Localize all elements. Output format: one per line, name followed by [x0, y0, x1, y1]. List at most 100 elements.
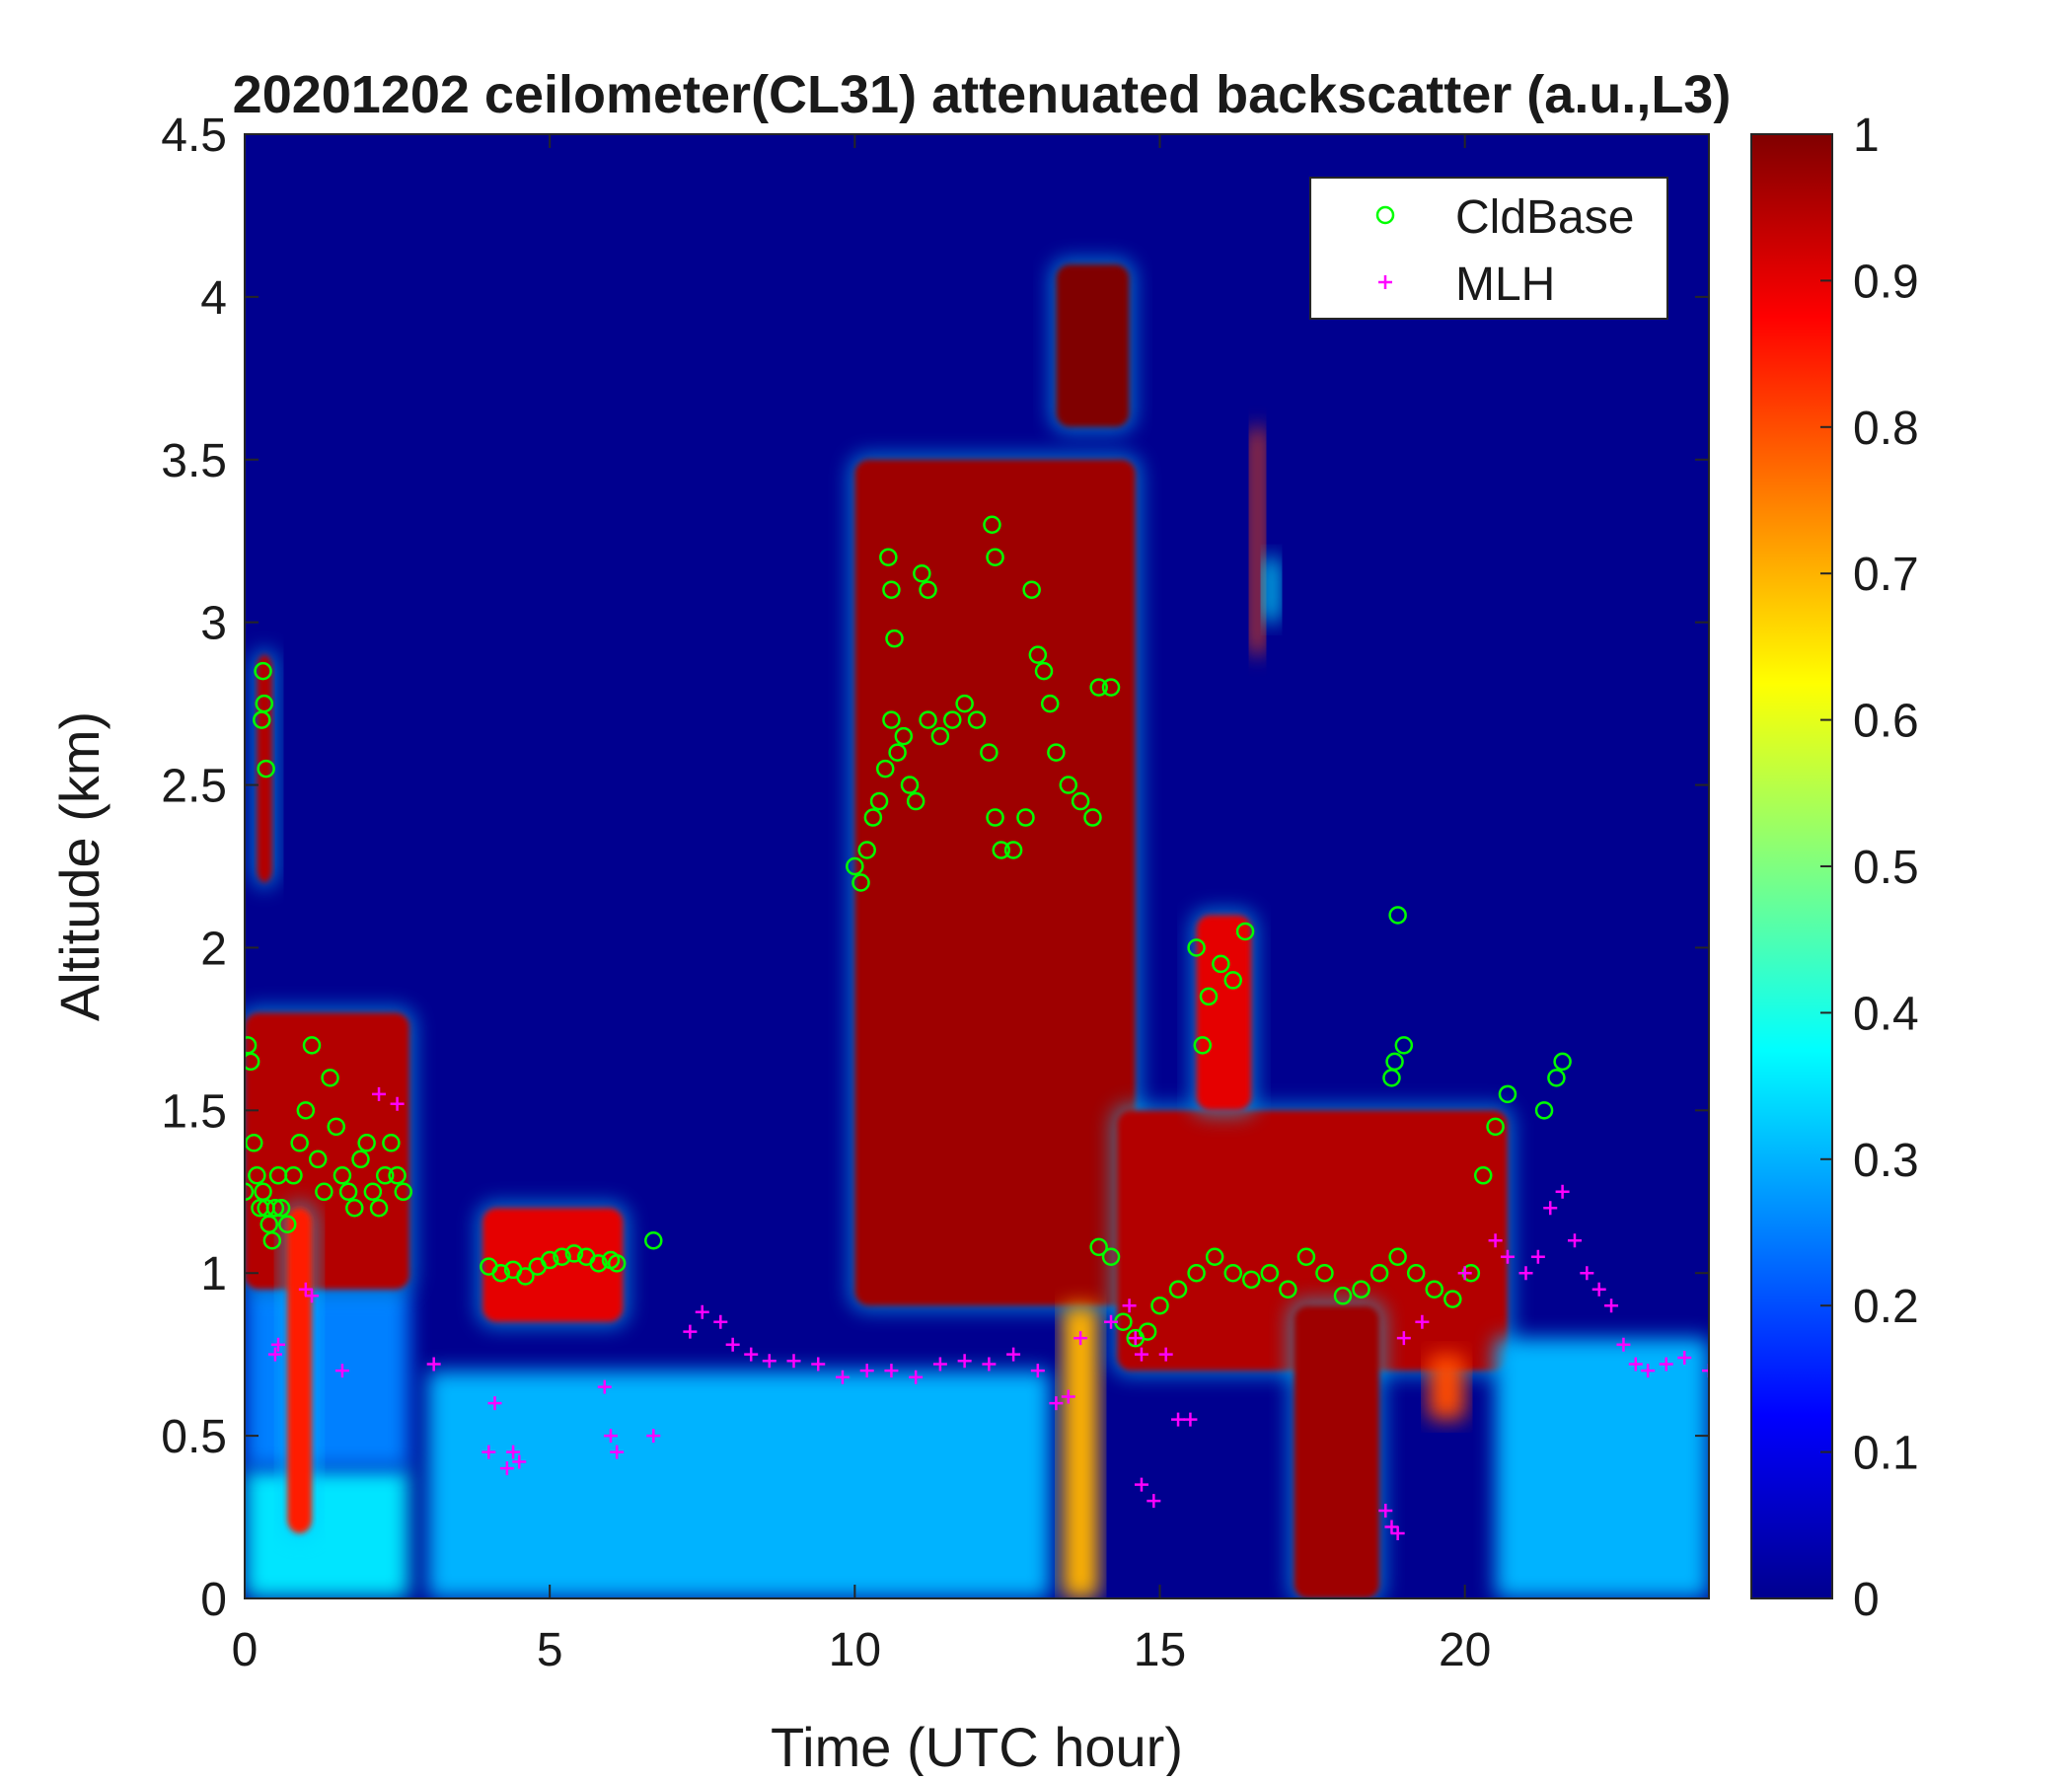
- cldbase-point: [1473, 1166, 1493, 1185]
- cldbase-point: [363, 1182, 383, 1202]
- cldbase-point: [271, 1199, 291, 1218]
- cldbase-point: [1369, 1263, 1389, 1283]
- colorbar-tick-label: 0.3: [1853, 1135, 1919, 1187]
- mlh-point: [1677, 1350, 1692, 1365]
- mlh-point: [683, 1324, 698, 1339]
- colorbar: 0 0.1 0.2 0.3 0.4 0.5 0.6 0.7 0.8 0.9 1: [1750, 110, 1919, 1626]
- cldbase-point: [338, 1182, 358, 1202]
- cldbase-point: [1138, 1322, 1157, 1341]
- cldbase-point: [1296, 1247, 1316, 1266]
- colorbar-tick-label: 0.9: [1853, 256, 1919, 308]
- legend-label-cldbase: CldBase: [1455, 191, 1634, 244]
- cldbase-point: [1089, 1237, 1108, 1257]
- mlh-point: [786, 1354, 801, 1369]
- backscatter-region-15: [1251, 426, 1264, 655]
- cldbase-point: [388, 1166, 407, 1185]
- colorbar-tick-label: 0.2: [1853, 1281, 1919, 1333]
- backscatter-region-12: [1294, 1305, 1380, 1598]
- mlh-point: [1134, 1347, 1148, 1362]
- cldbase-point: [1394, 1036, 1414, 1055]
- colorbar-tick-label: 0.1: [1853, 1428, 1919, 1480]
- y-tick-label: 1.5: [161, 1085, 227, 1138]
- cldbase-point: [1059, 776, 1077, 794]
- y-tick-label: 2: [200, 923, 227, 975]
- colorbar-tick-label: 0.6: [1853, 696, 1919, 748]
- cldbase-point: [1034, 661, 1054, 681]
- cldbase-point: [265, 1199, 285, 1218]
- cldbase-point: [248, 1166, 266, 1185]
- cldbase-point: [253, 710, 271, 729]
- cldbase-point: [357, 1134, 376, 1152]
- x-tick-label: 10: [829, 1624, 881, 1676]
- cldbase-point: [986, 808, 1004, 827]
- cldbase-point: [869, 791, 889, 811]
- cldbase-point: [1193, 1036, 1213, 1055]
- backscatter-region-10: [1117, 1110, 1508, 1372]
- cldbase-point: [919, 580, 937, 599]
- mlh-point: [744, 1347, 759, 1362]
- mlh-point: [1543, 1201, 1558, 1216]
- mlh-point: [1183, 1412, 1198, 1427]
- colorbar-ticks: 0 0.1 0.2 0.3 0.4 0.5 0.6 0.7 0.8 0.9 1: [1820, 110, 1919, 1626]
- mlh-point: [762, 1354, 777, 1369]
- cldbase-point: [644, 1230, 663, 1250]
- cldbase-point: [262, 1230, 282, 1250]
- cldbase-point: [1242, 1270, 1261, 1290]
- mlh-point: [1641, 1364, 1656, 1378]
- cldbase-point: [1223, 971, 1242, 990]
- colorbar-tick-label: 0: [1853, 1574, 1880, 1626]
- mlh-point: [1073, 1331, 1088, 1346]
- series-cldbase: [245, 515, 1572, 1348]
- cldbase-point: [983, 515, 1001, 534]
- cldbase-point: [1443, 1290, 1462, 1308]
- x-axis-label: Time (UTC hour): [771, 1716, 1183, 1776]
- mlh-point: [1396, 1331, 1411, 1346]
- mlh-point: [1415, 1314, 1430, 1329]
- cldbase-point: [1047, 743, 1066, 762]
- mlh-point: [305, 1289, 320, 1303]
- cldbase-point: [930, 726, 950, 746]
- backscatter-region-1: [245, 1289, 409, 1469]
- cldbase-point: [369, 1199, 389, 1218]
- cldbase-point: [967, 710, 987, 729]
- cldbase-point: [308, 1150, 328, 1169]
- cldbase-point: [1547, 1069, 1566, 1087]
- y-axis: 0 0.5 1 1.5 2 2.5 3 3.5 4 4.5: [161, 110, 1709, 1626]
- legend-label-mlh: MLH: [1455, 259, 1555, 311]
- cldbase-point: [879, 548, 898, 566]
- cldbase-point: [1425, 1280, 1443, 1299]
- cldbase-point: [1333, 1287, 1353, 1305]
- cldbase-point: [1235, 922, 1255, 941]
- backscatter-region-11: [1196, 915, 1252, 1111]
- cldbase-point: [1388, 1247, 1407, 1266]
- cldbase-point: [1315, 1263, 1334, 1283]
- cldbase-point: [943, 710, 962, 729]
- mlh-point: [1530, 1249, 1545, 1264]
- x-tick-label: 0: [232, 1624, 259, 1676]
- legend-marker-cldbase: [1375, 205, 1395, 225]
- mlh-point: [1158, 1347, 1173, 1362]
- cldbase-point: [919, 710, 937, 729]
- mlh-point: [713, 1314, 728, 1329]
- mlh-point: [372, 1086, 387, 1101]
- cldbase-point: [986, 548, 1004, 566]
- mlh-point: [1061, 1389, 1075, 1404]
- mlh-point: [1457, 1266, 1472, 1281]
- mlh-point: [1518, 1266, 1533, 1281]
- cldbase-point: [296, 1101, 316, 1120]
- mlh-point: [1171, 1412, 1186, 1427]
- mlh-point: [835, 1370, 850, 1384]
- cldbase-point: [992, 841, 1010, 859]
- mlh-point: [646, 1429, 661, 1444]
- cldbase-point: [1260, 1263, 1280, 1283]
- cldbase-point: [1089, 678, 1108, 697]
- colorbar-tick-label: 0.7: [1853, 549, 1919, 601]
- backscatter-region-8: [1056, 263, 1130, 427]
- cldbase-point: [1534, 1101, 1554, 1120]
- plot-frame: [244, 133, 1710, 1599]
- colorbar-tick-label: 1: [1853, 110, 1880, 162]
- mlh-point: [1378, 1503, 1393, 1518]
- cldbase-point: [1279, 1280, 1297, 1299]
